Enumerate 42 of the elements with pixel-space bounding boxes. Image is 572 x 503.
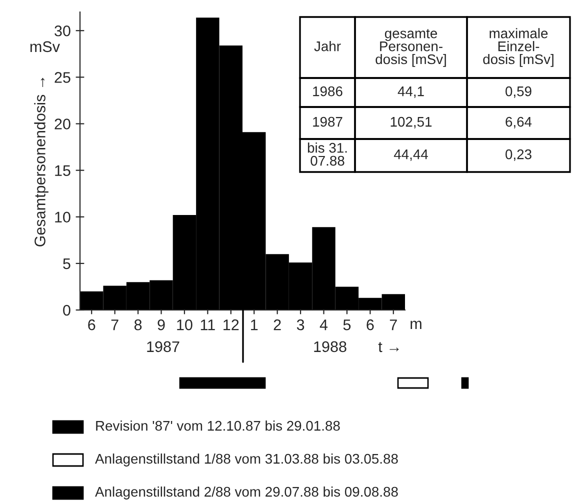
text: mSv (30, 41, 60, 52)
annotation: 44,1 (398, 86, 424, 98)
annotation: 44,44 (394, 150, 428, 161)
y-tick-label: 10 (55, 212, 70, 223)
annotation: 102,51 (390, 116, 432, 128)
text: 1988 (314, 341, 346, 352)
x-tick-label: 7 (111, 320, 118, 330)
annotation: Jahr (314, 41, 341, 52)
annotation: 1986 (313, 86, 342, 96)
annotation: bis 31. 07.88 (308, 142, 347, 166)
y-tick-label: 25 (54, 72, 70, 83)
y-tick-label: 0 (63, 304, 70, 316)
y-tick-label: 30 (54, 25, 70, 36)
text: Anlagenstillstand 2/88 vom 29.07.88 bis 09.08.88 (95, 486, 398, 500)
x-tick-label: 10 (177, 319, 192, 330)
x-tick-label: 6 (88, 319, 96, 330)
text: 0,23 (506, 149, 532, 161)
x-tick-label: 4 (320, 320, 328, 330)
y-tick-label: 20 (54, 118, 70, 130)
x-tick-label: 5 (343, 320, 351, 330)
x-tick-label: 7 (390, 320, 397, 330)
x-tick-label: 11 (200, 320, 215, 330)
text: maximale Einzel- dosis [mSv] (483, 28, 554, 67)
text: Anlagenstillstand 1/88 vom 31.03.88 bis 03.05.88 (95, 454, 398, 466)
x-tick-label: 12 (224, 319, 239, 330)
y-tick-label: 5 (63, 258, 70, 270)
x-tick-label: 3 (296, 319, 304, 330)
x-tick-label: 8 (134, 319, 142, 330)
text: 0,59 (506, 86, 532, 98)
x-tick-label: 1 (251, 320, 258, 330)
annotation: 1987 (313, 116, 342, 127)
text: 6,64 (506, 116, 532, 128)
x-tick-label: 2 (274, 319, 281, 330)
annotation: gesamte Personen- dosis [mSv] (376, 29, 446, 67)
text: Revision '87' vom 12.10.87 bis 29.01.88 (96, 420, 340, 431)
x-tick-label: 6 (366, 319, 374, 330)
y-axis-title: Gesamtpersonendosis → (34, 78, 48, 246)
y-tick-label: 15 (55, 165, 70, 176)
text: m (410, 320, 422, 329)
text: t → (378, 342, 399, 352)
text: 1987 (147, 341, 180, 352)
x-tick-label: 9 (158, 319, 165, 330)
